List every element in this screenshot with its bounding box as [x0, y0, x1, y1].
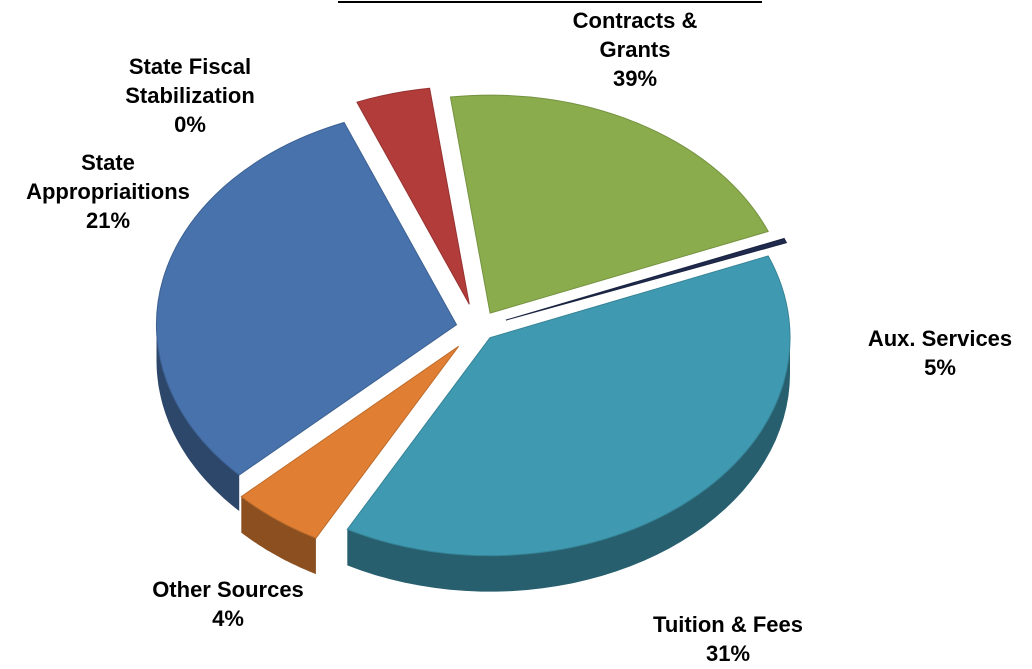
- pie-slice-4: [356, 87, 470, 305]
- slice-label-line: State: [81, 150, 135, 175]
- slice-label-line: Aux. Services: [868, 326, 1012, 351]
- slice-percent: 5%: [924, 355, 956, 380]
- slice-label-5: State Appropriaitions 21%: [26, 150, 190, 233]
- slice-label-3: Tuition & Fees 31%: [653, 612, 803, 666]
- pie-slice-side-1: [347, 337, 790, 592]
- slice-label-line: Other Sources: [152, 577, 304, 602]
- pie-slice-2: [240, 345, 460, 539]
- pie-slice-5: [449, 94, 769, 314]
- labels-layer: Contracts & Grants 39% Aux. Services 5% Tuiti…: [26, 8, 1012, 666]
- slice-label-6: State Fiscal Stabilization 0%: [125, 54, 255, 137]
- slice-label-line: Tuition & Fees: [653, 612, 803, 637]
- slice-label-line: Stabilization: [125, 83, 255, 108]
- slice-label-1: Contracts & Grants 39%: [573, 8, 698, 91]
- pie-slice-6: [505, 237, 788, 321]
- slice-label-line: Appropriaitions: [26, 179, 190, 204]
- slice-percent: 21%: [86, 208, 130, 233]
- slice-percent: 4%: [212, 606, 244, 631]
- slice-percent: 0%: [174, 112, 206, 137]
- pie-slice-side-3: [156, 324, 240, 511]
- slice-label-2: Aux. Services 5%: [868, 326, 1012, 380]
- pie-slice-side-2: [241, 496, 316, 575]
- slice-label-line: State Fiscal: [129, 54, 251, 79]
- pie-slice-1: [346, 255, 791, 557]
- pie-slice-3: [155, 121, 458, 476]
- slice-label-4: Other Sources 4%: [152, 577, 304, 631]
- slice-percent: 39%: [613, 66, 657, 91]
- slices-layer: [155, 87, 791, 592]
- slice-label-line: Grants: [600, 37, 671, 62]
- slice-percent: 31%: [706, 641, 750, 666]
- slice-label-line: Contracts &: [573, 8, 698, 33]
